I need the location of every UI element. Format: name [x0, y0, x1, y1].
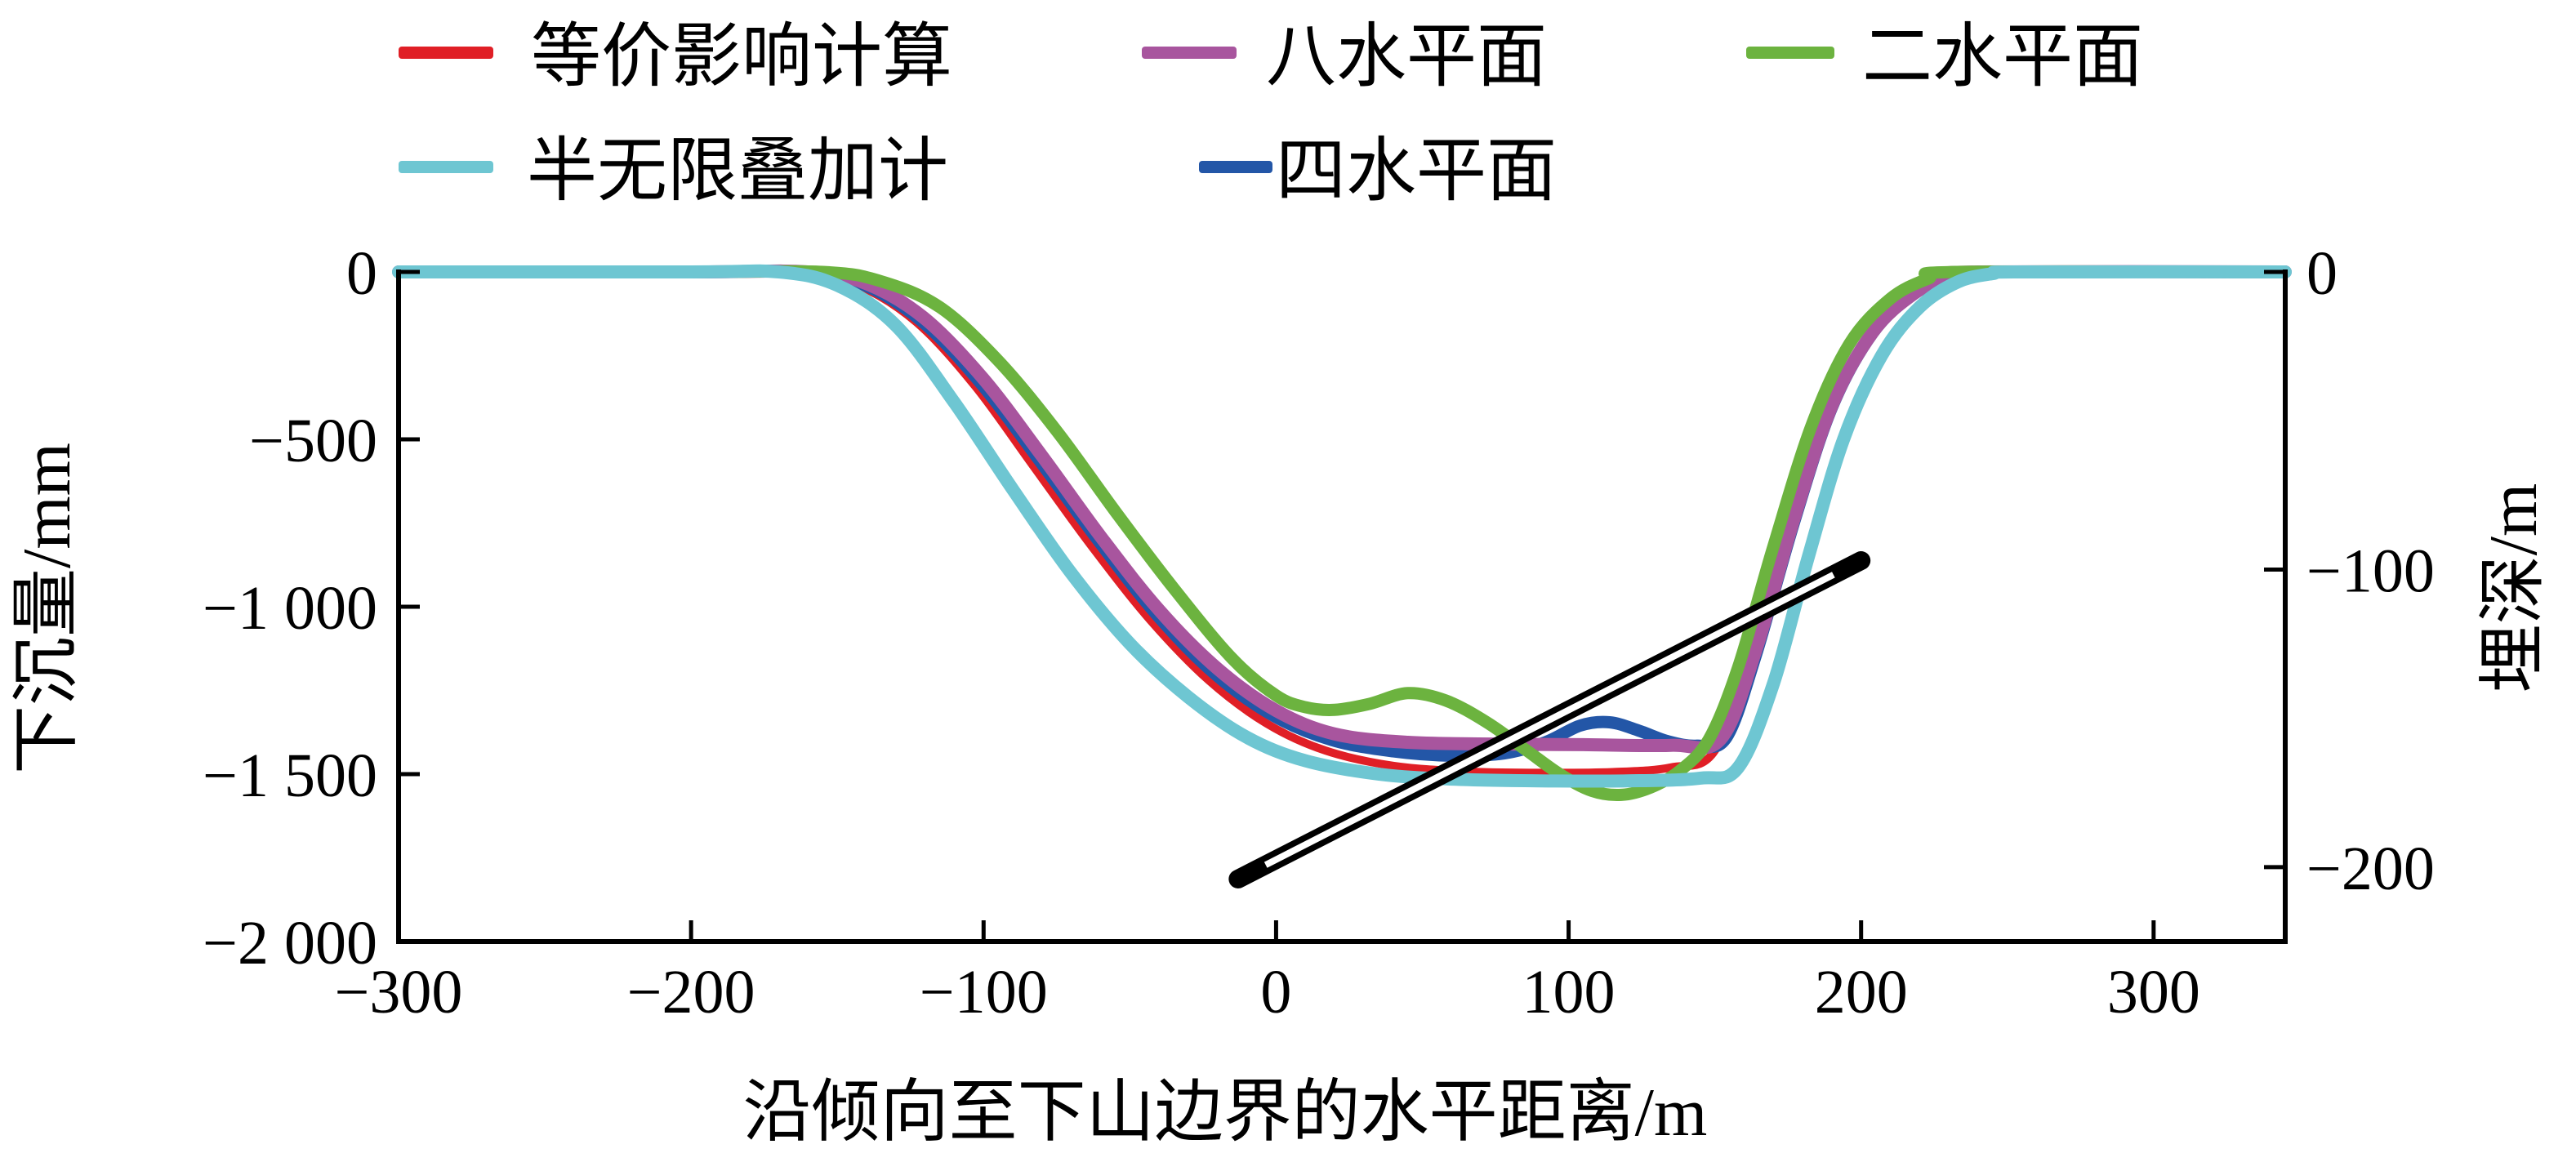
left-axis-tick-label: −2 000 — [203, 909, 377, 977]
legend-label-two-level: 二水平面 — [1862, 17, 2143, 96]
curves-layer — [392, 264, 2292, 802]
legend-swatch-semi-infinite — [399, 161, 493, 173]
seam-line-layer — [1228, 551, 1871, 888]
x-axis-tick-label: 0 — [1260, 958, 1291, 1026]
legend-label-eight-level: 八水平面 — [1266, 17, 1547, 96]
legend-swatch-equivalent — [399, 47, 493, 59]
axes-frame — [396, 269, 2288, 944]
curve-八水平面 — [392, 264, 2292, 755]
ticks-layer — [396, 269, 2285, 944]
x-axis-tick-label: −300 — [335, 958, 463, 1026]
legend-label-semi-infinite: 半无限叠加计 — [527, 131, 948, 210]
x-axis-tick-label: 300 — [2107, 958, 2200, 1026]
legend-label-four-level: 四水平面 — [1276, 131, 1557, 210]
curve-四水平面 — [392, 265, 2292, 763]
x-axis-tick-label: 100 — [1522, 958, 1616, 1026]
left-axis-tick-label: −1 000 — [203, 574, 377, 643]
chart-legend: 等价影响计算 八水平面 二水平面 半无限叠加计 四水平面 — [399, 17, 2143, 210]
x-axis-tick-label: −100 — [920, 958, 1048, 1026]
left-axis-tick-label: −1 500 — [203, 741, 377, 810]
x-axis-tick-label: −200 — [627, 958, 755, 1026]
left-y-axis-title: 下沉量/mm — [9, 443, 85, 774]
legend-swatch-two-level — [1746, 47, 1834, 59]
legend-swatch-four-level — [1199, 161, 1272, 173]
legend-swatch-eight-level — [1142, 47, 1237, 59]
right-axis-tick-label: −200 — [2306, 835, 2435, 903]
right-axis-tick-label: −100 — [2306, 537, 2435, 605]
right-y-axis-title: 埋深/m — [2476, 483, 2551, 693]
tick-labels-layer: 0 −500 −1 000 −1 500 −2 000−300 −200 −100 0 100 2… — [203, 239, 2435, 1026]
right-axis-tick-label: 0 — [2306, 239, 2338, 308]
x-axis-title: 沿倾向至下山边界的水平距离/m — [743, 1075, 1708, 1151]
curve-二水平面 — [392, 265, 2292, 802]
x-axis-tick-label: 200 — [1815, 958, 1908, 1026]
seam-depth-line-gap — [1263, 572, 1835, 868]
left-axis-tick-label: −500 — [249, 407, 377, 475]
left-axis-tick-label: 0 — [346, 239, 377, 308]
legend-label-equivalent: 等价影响计算 — [531, 17, 952, 96]
curve-等价影响计算 — [394, 266, 2289, 777]
